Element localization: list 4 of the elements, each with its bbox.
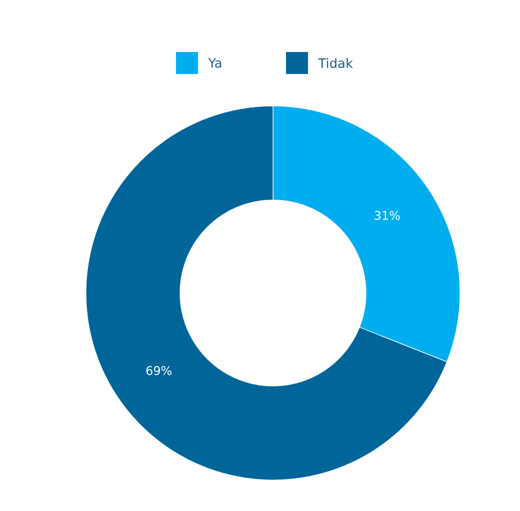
data-label: 69%: [146, 366, 172, 376]
data-label: 31%: [374, 210, 400, 220]
legend-label: Tidak: [318, 58, 353, 68]
legend-label: Ya: [208, 58, 222, 68]
